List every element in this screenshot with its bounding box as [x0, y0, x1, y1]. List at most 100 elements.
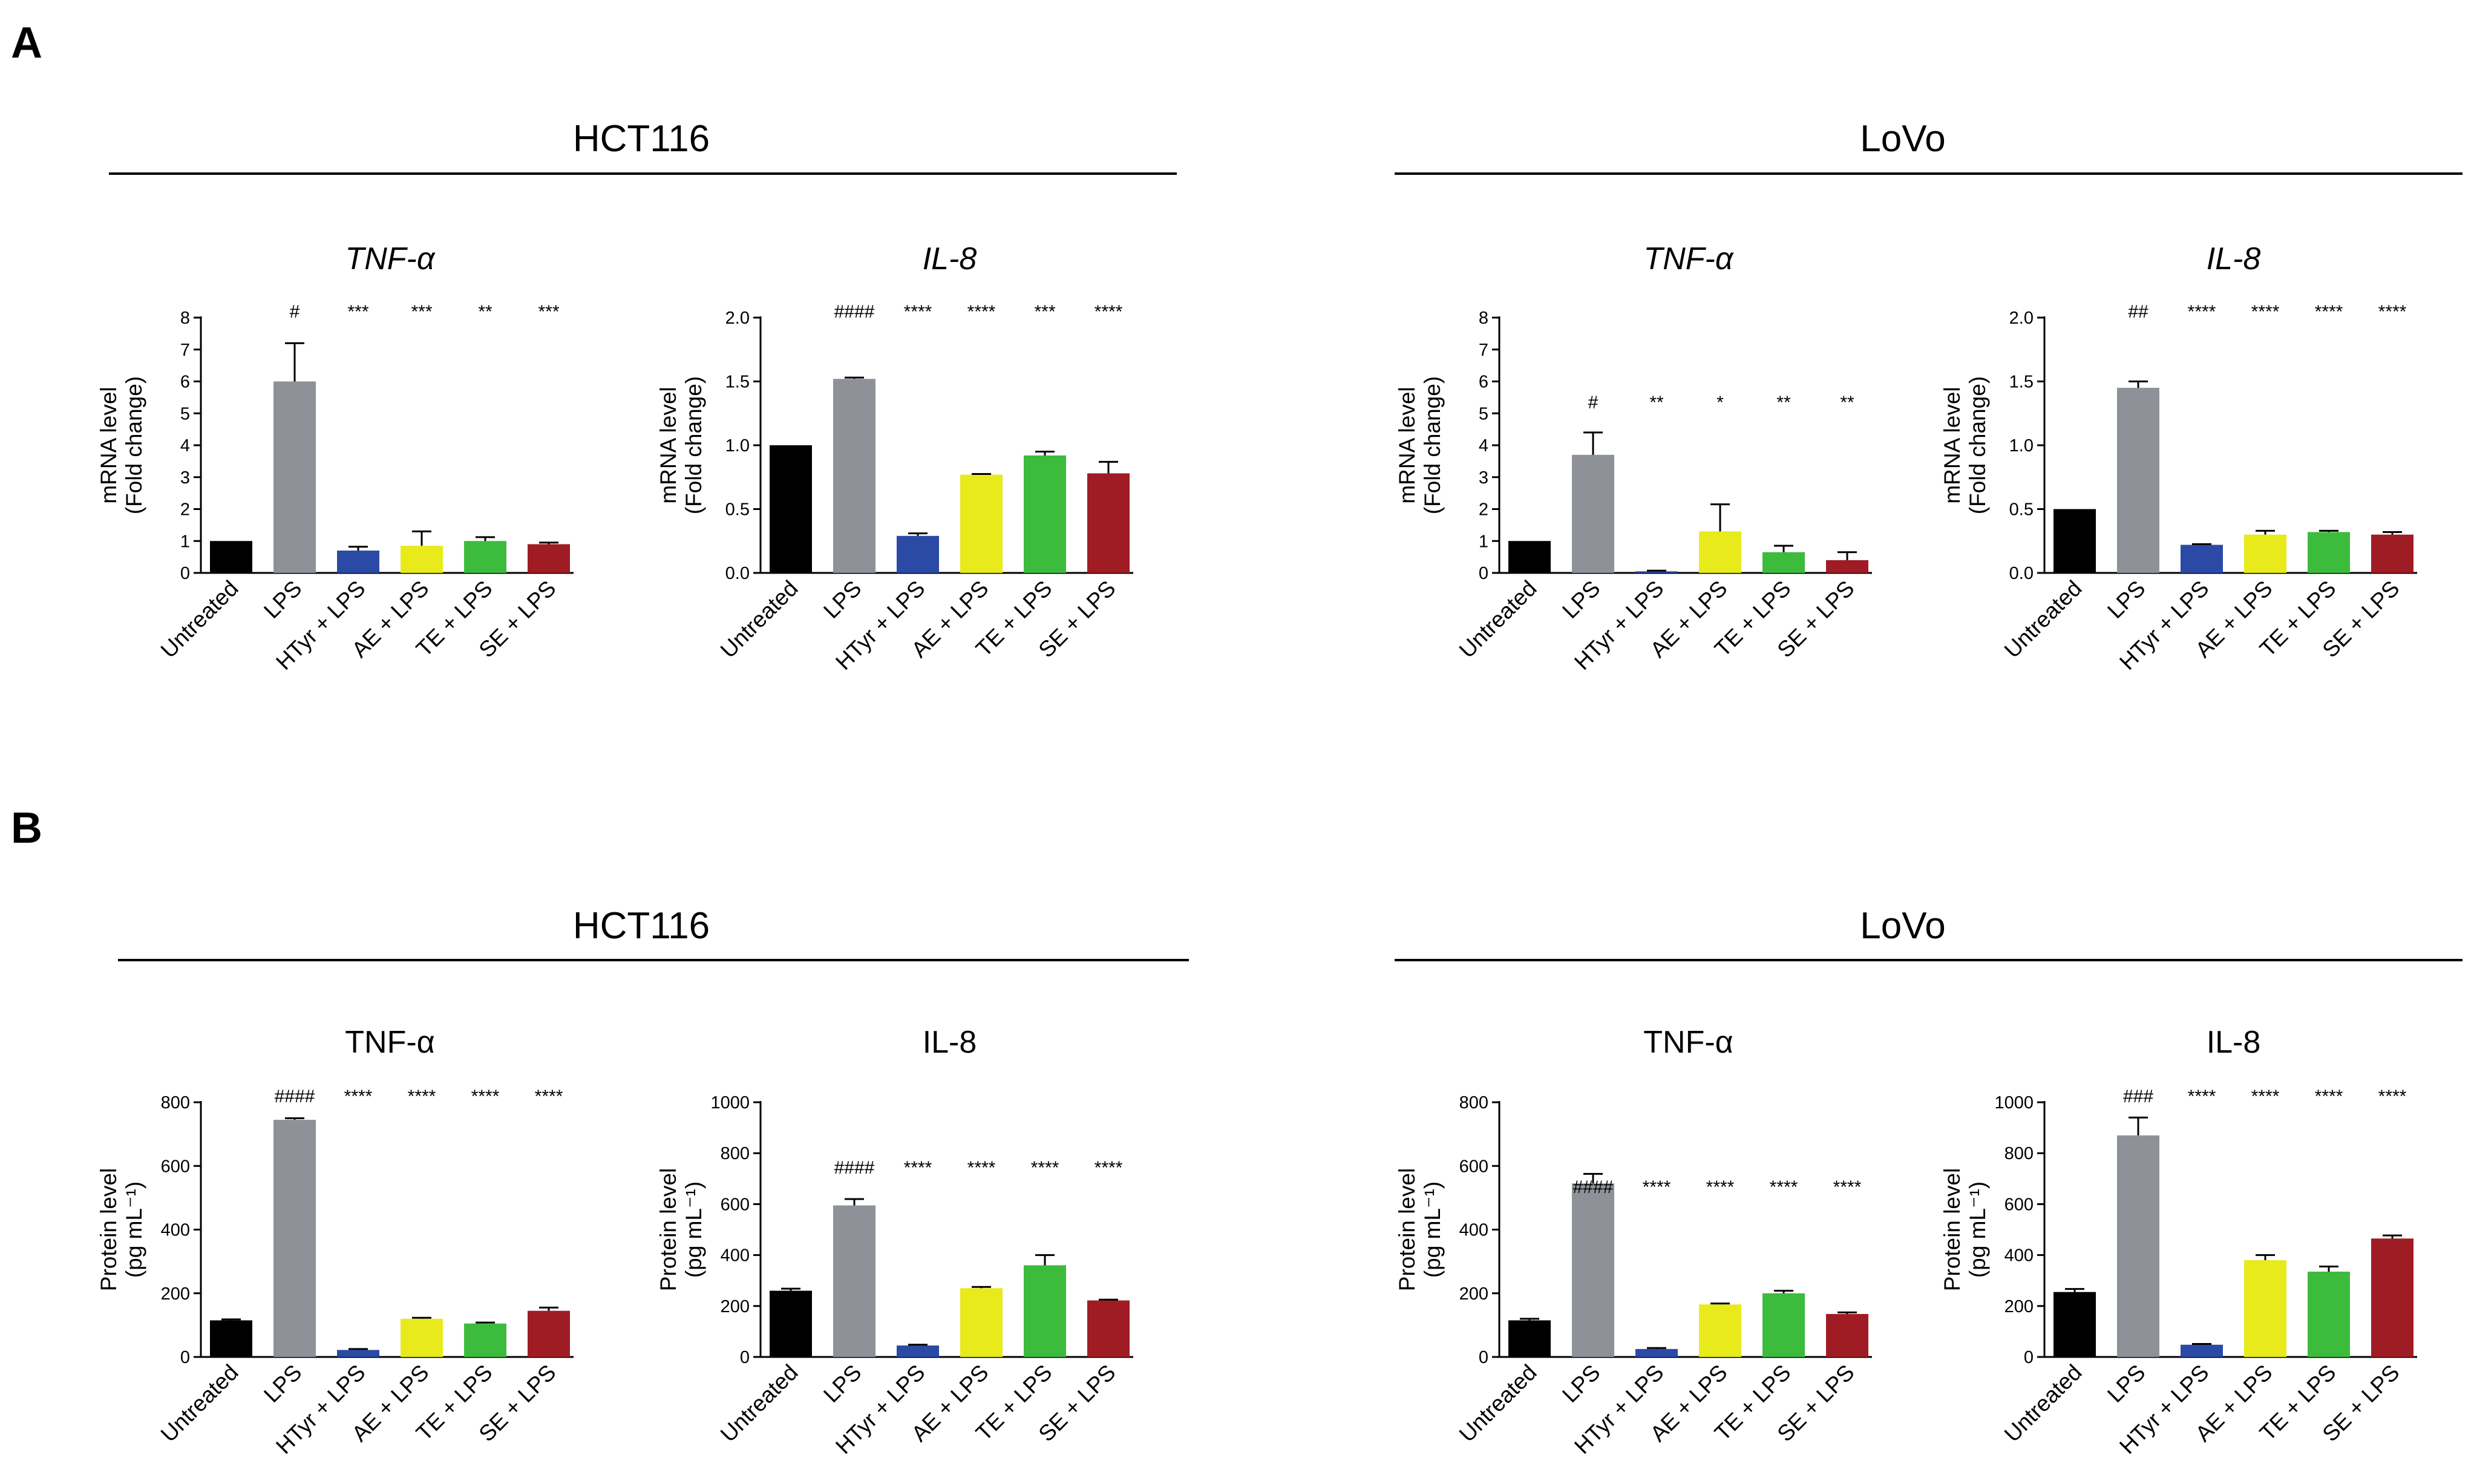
significance-label: **** — [904, 1158, 932, 1178]
chart-title: IL-8 — [923, 241, 977, 276]
significance-label: ** — [478, 302, 493, 322]
bar — [1826, 1313, 1868, 1357]
significance-label: **** — [2315, 302, 2343, 322]
significance-label: **** — [344, 1087, 373, 1106]
significance-label: **** — [408, 1087, 436, 1106]
y-axis-label: mRNA level(Fold change) — [96, 376, 146, 514]
y-tick-label: 3 — [1479, 468, 1488, 488]
significance-label: **** — [2188, 302, 2216, 322]
y-tick-label: 1000 — [1994, 1093, 2034, 1113]
y-tick-label: 8 — [1479, 309, 1488, 328]
y-axis-label-line: (pg mL⁻¹) — [122, 1182, 146, 1278]
significance-label: #### — [834, 302, 875, 322]
significance-label: *** — [1034, 302, 1055, 322]
y-tick-label: 200 — [2004, 1297, 2034, 1316]
bar — [1087, 473, 1130, 573]
bar — [897, 535, 939, 573]
y-tick-label: 4 — [180, 436, 190, 456]
bar — [401, 1318, 443, 1357]
y-tick-label: 800 — [721, 1144, 750, 1163]
significance-label: #### — [275, 1087, 315, 1106]
group-title-a-lovo: LoVo — [1860, 118, 1945, 160]
significance-label: **** — [967, 302, 996, 322]
bar — [1699, 1304, 1741, 1357]
chart-title: TNF-α — [345, 241, 435, 276]
bar — [960, 1288, 1003, 1357]
category-label: Untreated — [716, 1360, 803, 1447]
bar — [2371, 534, 2413, 573]
y-tick-label: 400 — [161, 1221, 190, 1240]
bar — [210, 541, 252, 573]
significance-label: **** — [2251, 1087, 2280, 1106]
significance-label: #### — [834, 1158, 875, 1178]
y-tick-label: 7 — [180, 341, 190, 360]
y-axis-label-line: Protein level — [1940, 1168, 1965, 1292]
bar — [1024, 455, 1066, 573]
y-tick-label: 4 — [1479, 436, 1488, 456]
significance-label: **** — [1643, 1177, 1671, 1197]
y-axis-label-line: (Fold change) — [1420, 376, 1445, 514]
y-tick-label: 0 — [1479, 564, 1488, 583]
y-axis-label-line: (Fold change) — [681, 376, 706, 514]
y-tick-label: 0 — [740, 1348, 750, 1367]
category-label: LPS — [259, 576, 306, 623]
significance-label: **** — [2315, 1087, 2343, 1106]
y-tick-label: 600 — [721, 1195, 750, 1214]
bar — [960, 474, 1003, 573]
significance-label: # — [1588, 393, 1599, 413]
y-tick-label: 800 — [1459, 1093, 1488, 1113]
y-axis-label-line: mRNA level — [1940, 387, 1965, 503]
chart-5: IL-8 0 200 400 600 800 1000 Protein level(pg mL… — [656, 1025, 1133, 1459]
y-tick-label: 1.0 — [725, 436, 750, 456]
y-axis-label-line: (Fold change) — [1965, 376, 1990, 514]
y-tick-label: 200 — [721, 1297, 750, 1316]
chart-3: IL-8 0.0 0.5 1.0 1.5 2.0 mRNA level(Fold chang… — [1940, 241, 2417, 675]
significance-label: **** — [1031, 1158, 1059, 1178]
bar — [401, 546, 443, 573]
category-label: LPS — [2103, 576, 2150, 623]
y-tick-label: 400 — [1459, 1221, 1488, 1240]
bar — [1762, 552, 1805, 573]
significance-label: ### — [2123, 1087, 2153, 1106]
y-tick-label: 1 — [180, 532, 190, 551]
y-axis-label: mRNA level(Fold change) — [1395, 376, 1445, 514]
y-tick-label: 800 — [2004, 1144, 2034, 1163]
bar — [2244, 534, 2286, 573]
y-axis-label: mRNA level(Fold change) — [1940, 376, 1990, 514]
y-tick-label: 0 — [2024, 1348, 2034, 1367]
significance-label: **** — [967, 1158, 996, 1178]
significance-label: **** — [1833, 1177, 1862, 1197]
bar — [2371, 1238, 2413, 1357]
category-label: LPS — [819, 1360, 866, 1407]
y-tick-label: 0.0 — [2009, 564, 2034, 583]
chart-6: TNF-α 0 200 400 600 800 Protein level(pg mL⁻¹)… — [1395, 1025, 1872, 1459]
category-label: LPS — [1557, 1360, 1605, 1407]
y-axis-label: Protein level(pg mL⁻¹) — [656, 1168, 706, 1292]
bar — [1699, 531, 1741, 573]
y-tick-label: 7 — [1479, 341, 1488, 360]
y-tick-label: 1 — [1479, 532, 1488, 551]
category-label: LPS — [1557, 576, 1605, 623]
bar — [1024, 1265, 1066, 1357]
bar — [1508, 541, 1551, 573]
category-label: Untreated — [2000, 576, 2087, 663]
significance-label: *** — [411, 302, 432, 322]
chart-4: TNF-α 0 200 400 600 800 Protein level(pg mL⁻¹)… — [96, 1025, 574, 1459]
y-tick-label: 0.5 — [725, 500, 750, 520]
significance-label: ** — [1776, 393, 1791, 413]
group-title-a-hct116: HCT116 — [573, 118, 710, 160]
y-tick-label: 1000 — [710, 1093, 750, 1113]
panel-letter-a: A — [11, 19, 42, 67]
y-tick-label: 200 — [1459, 1284, 1488, 1304]
chart-0: TNF-α 0 1 2 3 4 5 6 7 8 mRNA level(Fold change) Unt… — [96, 241, 574, 675]
group-title-b-hct116: HCT116 — [573, 905, 710, 947]
significance-label: **** — [2188, 1087, 2216, 1106]
bar — [2053, 509, 2096, 573]
y-axis-label: Protein level(pg mL⁻¹) — [1940, 1168, 1990, 1292]
significance-label: **** — [535, 1087, 563, 1106]
bar — [464, 541, 506, 573]
bar — [210, 1320, 252, 1357]
y-tick-label: 800 — [161, 1093, 190, 1113]
